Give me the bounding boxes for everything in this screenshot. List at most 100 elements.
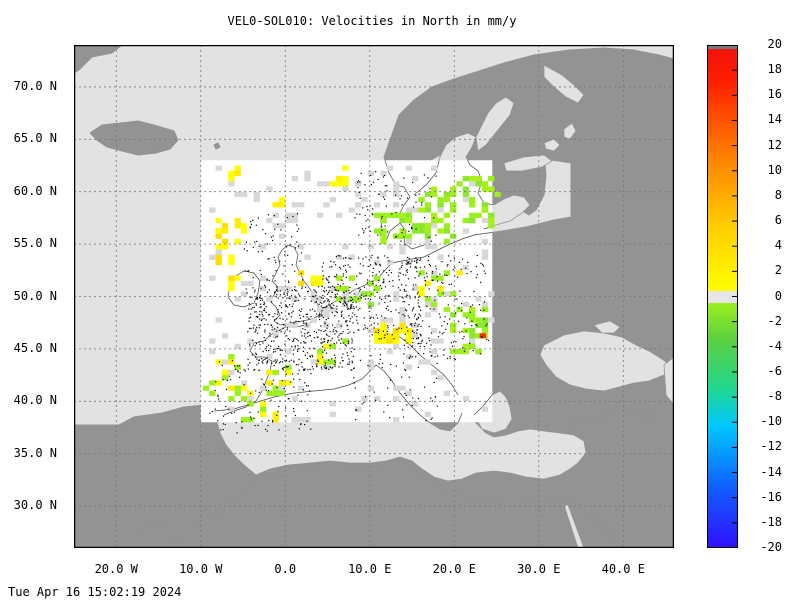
station-dot — [262, 362, 264, 364]
station-dot — [387, 256, 389, 259]
station-dot — [363, 317, 365, 319]
station-dot — [364, 298, 367, 300]
station-dot — [328, 300, 330, 303]
station-dot — [372, 317, 375, 319]
station-dot — [408, 376, 410, 378]
station-dot — [462, 347, 464, 349]
station-dot — [389, 417, 391, 419]
station-dot — [454, 358, 456, 361]
station-dot — [332, 331, 334, 333]
station-dot — [279, 361, 282, 363]
station-dot — [264, 233, 267, 235]
station-dot — [306, 316, 308, 318]
station-dot — [409, 297, 411, 299]
station-dot — [297, 245, 300, 247]
velocity-cell — [234, 275, 241, 281]
station-dot — [282, 318, 284, 320]
sparse-cell — [335, 322, 343, 328]
sparse-cell — [393, 385, 400, 391]
station-dot — [369, 174, 372, 177]
sparse-cell — [285, 286, 292, 292]
station-dot — [369, 317, 371, 319]
station-dot — [247, 404, 249, 406]
colorbar-zero — [707, 291, 738, 303]
station-dot — [305, 322, 307, 324]
station-dot — [339, 266, 341, 268]
sparse-cell — [234, 296, 241, 302]
station-dot — [305, 385, 308, 387]
sparse-cell — [209, 338, 216, 344]
station-dot — [334, 296, 336, 299]
station-dot — [427, 177, 429, 179]
sparse-cell — [253, 191, 260, 197]
station-dot — [285, 305, 288, 307]
sparse-cell — [335, 254, 343, 260]
station-dot — [419, 272, 421, 275]
station-dot — [376, 291, 378, 294]
sparse-cell — [399, 306, 406, 313]
velocity-cell — [437, 291, 444, 297]
station-dot — [359, 213, 361, 216]
station-dot — [288, 281, 290, 284]
sparse-cell — [342, 186, 349, 192]
station-dot — [301, 366, 303, 368]
station-dot — [249, 327, 251, 329]
sparse-cell — [367, 170, 374, 176]
station-dot — [403, 353, 405, 355]
station-dot — [334, 289, 336, 291]
station-dot — [327, 300, 329, 302]
station-dot — [292, 407, 295, 410]
station-dot — [487, 339, 490, 342]
station-dot — [354, 387, 356, 389]
velocity-cell — [234, 385, 241, 391]
station-dot — [301, 400, 303, 402]
station-dot — [306, 352, 309, 354]
station-dot — [350, 305, 352, 307]
station-dot — [387, 274, 390, 276]
station-dot — [252, 246, 254, 249]
station-dot — [276, 348, 279, 350]
station-dot — [337, 283, 339, 286]
station-dot — [411, 404, 413, 407]
sparse-cell — [374, 259, 381, 266]
station-dot — [290, 359, 292, 361]
velocity-cell — [335, 275, 343, 281]
station-dot — [426, 276, 428, 278]
station-dot — [404, 301, 406, 303]
station-dot — [249, 345, 251, 347]
velocity-cell — [475, 348, 482, 355]
station-dot — [454, 267, 456, 269]
station-dot — [309, 309, 311, 311]
station-dot — [309, 355, 311, 357]
station-dot — [406, 326, 408, 328]
station-dot — [404, 315, 406, 317]
station-dot — [261, 361, 263, 363]
station-dot — [343, 292, 345, 294]
station-dot — [335, 296, 337, 298]
map-svg — [74, 45, 674, 548]
station-dot — [304, 298, 306, 300]
station-dot — [405, 394, 407, 396]
station-dot — [382, 282, 384, 284]
station-dot — [303, 335, 306, 337]
velocity-cell — [266, 380, 273, 386]
station-dot — [433, 217, 435, 219]
station-dot — [323, 291, 326, 293]
velocity-cell — [488, 212, 495, 218]
station-dot — [255, 353, 257, 356]
velocity-cell — [405, 327, 413, 334]
station-dot — [408, 257, 410, 260]
velocity-cell — [374, 228, 381, 234]
velocity-cell — [259, 401, 267, 407]
station-dot — [302, 315, 305, 318]
station-dot — [367, 265, 369, 268]
velocity-cell — [424, 202, 432, 208]
station-dot — [328, 335, 330, 337]
station-dot — [365, 220, 367, 222]
station-dot — [324, 367, 327, 369]
station-dot — [381, 229, 383, 231]
station-dot — [236, 365, 239, 367]
station-dot — [413, 315, 416, 317]
station-dot — [464, 323, 466, 325]
station-dot — [267, 360, 269, 362]
